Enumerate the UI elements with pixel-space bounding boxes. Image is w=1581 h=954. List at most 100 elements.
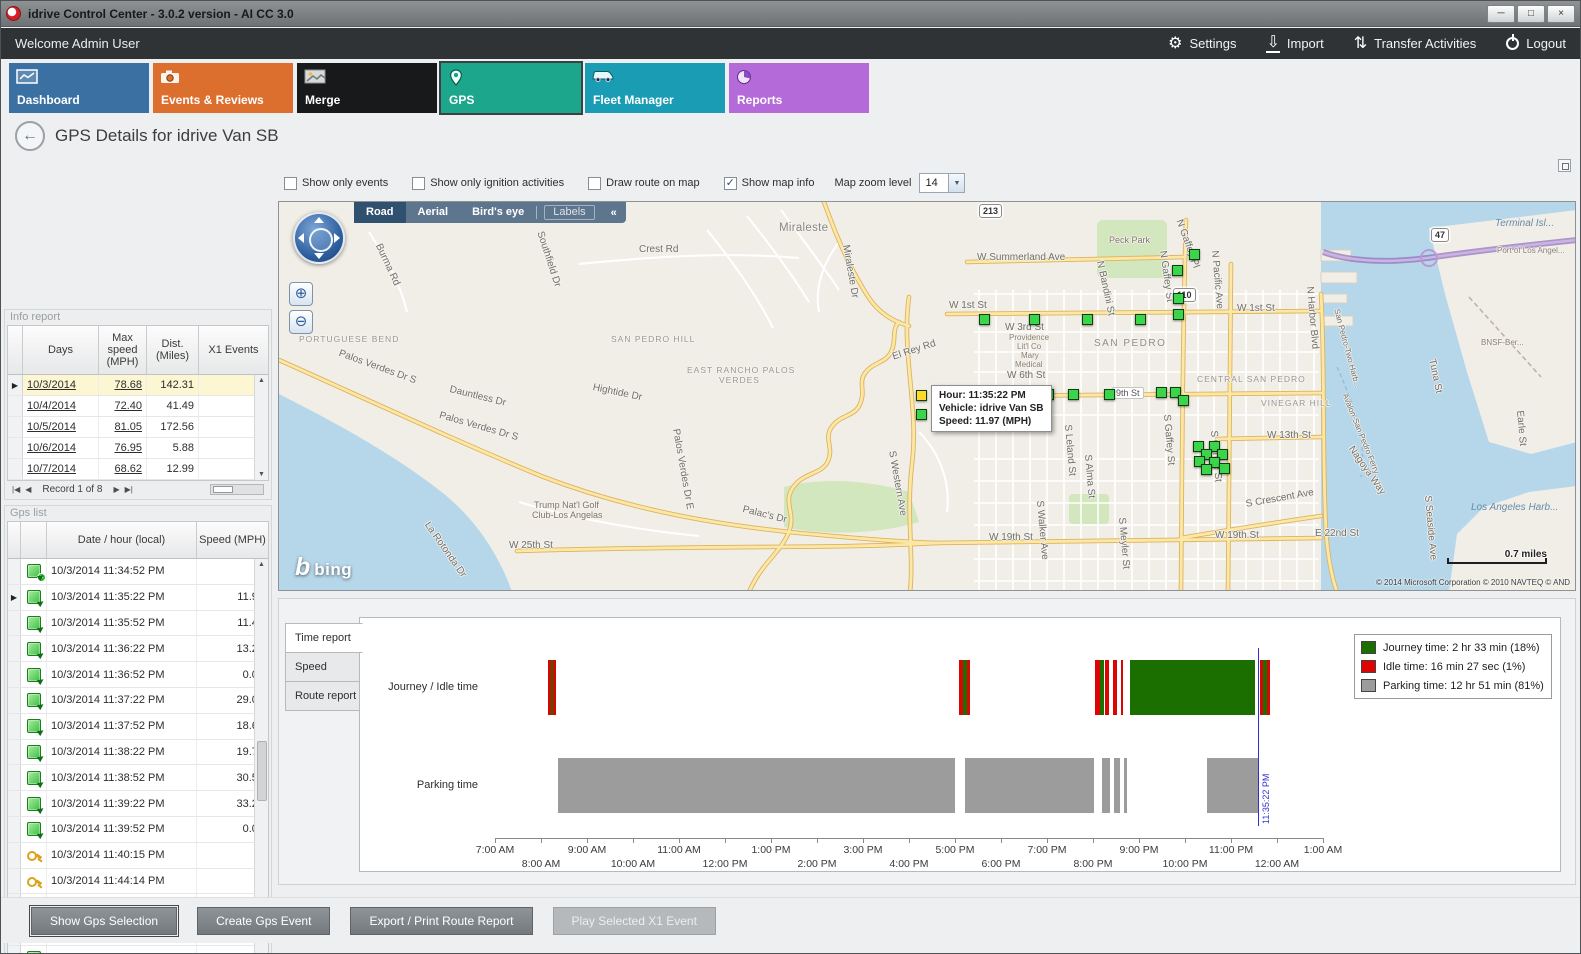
gps-marker[interactable] [1173, 293, 1184, 304]
gps-marker[interactable] [1170, 387, 1181, 398]
pager-prev-button[interactable]: ◀ [25, 484, 32, 494]
gps-marker[interactable] [1209, 441, 1220, 452]
gps-marker[interactable] [1172, 265, 1183, 276]
max-speed-cell[interactable]: 76.95 [99, 438, 147, 458]
pager-next-button[interactable]: ▶ [113, 484, 120, 494]
nav-tile-merge[interactable]: Merge [297, 63, 437, 113]
gps-marker[interactable] [1082, 314, 1093, 325]
collapse-top-panel-button[interactable] [1558, 159, 1571, 172]
gps-marker[interactable] [1194, 456, 1205, 467]
pan-south-icon[interactable] [314, 253, 324, 259]
map-style-birdseye-button[interactable]: Bird's eye [472, 206, 525, 218]
max-speed-cell[interactable]: 78.68 [99, 375, 147, 395]
column-header[interactable]: Days [23, 326, 99, 374]
gps-marker[interactable] [1135, 314, 1146, 325]
settings-button[interactable]: ⚙ Settings [1168, 35, 1236, 52]
tab-route-report[interactable]: Route report [285, 681, 361, 711]
minimize-button[interactable]: ─ [1487, 4, 1515, 23]
gps-marker[interactable] [1173, 309, 1184, 320]
logout-button[interactable]: Logout [1506, 36, 1566, 51]
gps-row[interactable]: +10/3/2014 11:34:52 PM [8, 559, 268, 585]
map-style-aerial-button[interactable]: Aerial [417, 206, 449, 218]
close-button[interactable]: × [1547, 4, 1575, 23]
nav-tile-reports[interactable]: Reports [729, 63, 869, 113]
unchecked-checkbox-icon[interactable] [284, 176, 297, 190]
info-scrollbar[interactable]: ▲ ▼ [254, 375, 268, 480]
gps-marker[interactable] [1209, 457, 1220, 468]
gps-row[interactable]: 10/3/2014 11:39:22 PM 33.21 [8, 791, 268, 817]
table-row[interactable]: 10/6/2014 76.95 5.88 [8, 438, 268, 459]
column-header[interactable]: X1 Events [208, 344, 259, 356]
gps-row[interactable]: 10/3/2014 11:39:52 PM0.00 [8, 816, 268, 843]
gps-row[interactable]: 10/3/2014 11:37:52 PM 18.63 [8, 713, 268, 740]
gps-marker[interactable] [1217, 449, 1228, 460]
gps-row[interactable]: ▶ 10/3/2014 11:35:22 PM 11.97 [8, 584, 268, 611]
checkbox-draw-route-on-map[interactable]: Draw route on map [588, 176, 700, 190]
nav-tile-fleet[interactable]: Fleet Manager [585, 63, 725, 113]
column-header[interactable]: Date / hour (local) [47, 522, 197, 558]
gps-row[interactable]: 10/3/2014 11:37:22 PM 29.05 [8, 687, 268, 714]
gps-row[interactable]: 10/3/2014 11:45:20 PM0.00 [8, 945, 268, 953]
gps-marker[interactable] [1219, 463, 1230, 474]
map-canvas[interactable] [279, 202, 1576, 591]
gps-marker[interactable] [1156, 387, 1167, 398]
chevron-down-icon[interactable]: ▼ [948, 174, 965, 192]
scroll-down-icon[interactable]: ▼ [258, 471, 265, 478]
checkbox-show-only-ignition-activities[interactable]: Show only ignition activities [412, 176, 564, 190]
days-cell[interactable]: 10/4/2014 [23, 396, 99, 416]
gps-marker[interactable] [1068, 389, 1079, 400]
gps-scrollbar[interactable]: ▲▼ [254, 559, 268, 953]
maximize-button[interactable]: □ [1517, 4, 1545, 23]
map-compass-control[interactable] [293, 212, 345, 264]
show-gps-selection-button[interactable]: Show Gps Selection [28, 904, 180, 937]
create-gps-event-button[interactable]: Create Gps Event [197, 906, 331, 935]
gps-marker[interactable] [1193, 441, 1204, 452]
table-row[interactable]: 10/7/2014 68.62 12.99 [8, 459, 268, 480]
gps-marker[interactable] [1201, 464, 1212, 475]
max-speed-cell[interactable]: 81.05 [99, 417, 147, 437]
checked-checkbox-icon[interactable]: ✓ [723, 176, 737, 190]
column-header[interactable]: Max speed (MPH) [99, 326, 147, 374]
map-style-labels-button[interactable]: Labels [544, 205, 595, 220]
gps-marker[interactable] [1104, 389, 1115, 400]
titlebar[interactable]: idrive Control Center - 3.0.2 version - … [1, 1, 1580, 27]
table-row[interactable]: 10/4/2014 72.40 41.49 [8, 396, 268, 417]
map-zoom-select[interactable]: 14 ▼ [919, 173, 966, 193]
unchecked-checkbox-icon[interactable] [588, 176, 602, 190]
gps-list-table[interactable]: Date / hour (local) Speed (MPH) +10/3/2014… [7, 521, 269, 953]
back-button[interactable]: ← [15, 121, 45, 151]
map-zoom-in-button[interactable]: ⊕ [289, 282, 313, 306]
gps-marker[interactable] [1029, 314, 1040, 325]
gps-row[interactable]: 10/3/2014 11:35:52 PM 11.47 [8, 610, 268, 637]
pager-scroll-thumb[interactable] [213, 485, 233, 493]
pager-first-button[interactable]: |◀ [12, 484, 21, 494]
gps-row[interactable]: 10/3/2014 11:44:14 PM [8, 868, 268, 895]
days-cell[interactable]: 10/7/2014 [23, 459, 99, 479]
gps-row[interactable]: 10/3/2014 11:36:22 PM 13.28 [8, 636, 268, 663]
info-report-table[interactable]: Days Max speed (MPH) Dist. (Miles) X1 Event… [7, 325, 269, 480]
pager-scrollbar[interactable] [210, 483, 264, 495]
pan-west-icon[interactable] [298, 233, 304, 243]
table-row[interactable]: ▶ 10/3/2014 78.68 142.31 [8, 375, 268, 396]
unchecked-checkbox-icon[interactable] [412, 176, 426, 190]
pan-north-icon[interactable] [314, 217, 324, 223]
nav-tile-dashboard[interactable]: Dashboard [9, 63, 149, 113]
import-button[interactable]: ⇩ Import [1266, 34, 1324, 53]
gps-marker[interactable] [916, 409, 927, 420]
checkbox-show-map-info[interactable]: ✓ Show map info [723, 176, 814, 190]
collapse-map-bar-button[interactable]: « [610, 206, 617, 219]
gps-row[interactable]: 10/3/2014 11:38:22 PM 19.70 [8, 739, 268, 766]
checkbox-show-only-events[interactable]: Show only events [284, 176, 388, 190]
gps-marker[interactable] [1201, 449, 1212, 460]
nav-tile-events[interactable]: Events & Reviews [153, 63, 293, 113]
days-cell[interactable]: 10/6/2014 [23, 438, 99, 458]
gps-row[interactable]: 10/3/2014 11:36:52 PM0.00 [8, 662, 268, 688]
gps-marker[interactable] [1189, 249, 1200, 260]
days-cell[interactable]: 10/3/2014 [23, 375, 99, 395]
column-header[interactable]: Dist. (Miles) [147, 326, 199, 374]
nav-tile-gps[interactable]: GPS [441, 63, 581, 113]
pager-last-button[interactable]: ▶| [124, 484, 133, 494]
transfer-button[interactable]: ⇅ Transfer Activities [1354, 35, 1477, 52]
max-speed-cell[interactable]: 72.40 [99, 396, 147, 416]
selected-gps-marker[interactable] [916, 390, 927, 401]
